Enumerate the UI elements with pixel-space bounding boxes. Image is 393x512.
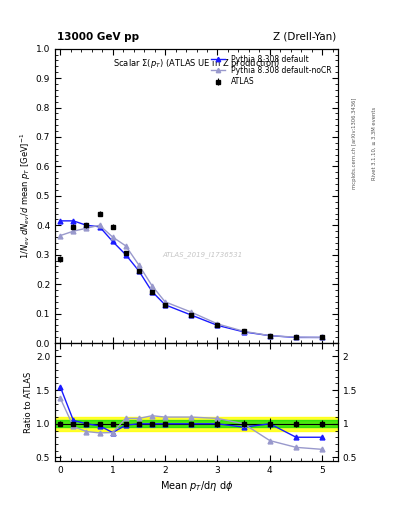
Pythia 8.308 default [136,268,141,274]
Text: mcplots.cern.ch [arXiv:1306.3436]: mcplots.cern.ch [arXiv:1306.3436] [352,98,357,189]
Pythia 8.308 default-noCR [215,321,220,327]
Line: Pythia 8.308 default: Pythia 8.308 default [58,219,325,340]
Pythia 8.308 default-noCR [136,262,141,268]
Bar [55,417,338,431]
Pythia 8.308 default [150,288,154,294]
Pythia 8.308 default-noCR [320,334,325,340]
Pythia 8.308 default [110,239,115,245]
Text: 13000 GeV pp: 13000 GeV pp [57,32,139,42]
Pythia 8.308 default [58,218,62,224]
Line: Pythia 8.308 default-noCR: Pythia 8.308 default-noCR [58,223,325,340]
Pythia 8.308 default [241,329,246,335]
Pythia 8.308 default [71,218,76,224]
Pythia 8.308 default-noCR [58,232,62,239]
Pythia 8.308 default-noCR [84,225,89,231]
Pythia 8.308 default-noCR [294,334,298,340]
Pythia 8.308 default-noCR [268,333,272,339]
Pythia 8.308 default [123,252,128,258]
Pythia 8.308 default-noCR [163,299,167,305]
Y-axis label: Ratio to ATLAS: Ratio to ATLAS [24,371,33,433]
Pythia 8.308 default [84,222,89,228]
Pythia 8.308 default [320,334,325,340]
Pythia 8.308 default-noCR [97,222,102,228]
Legend: Pythia 8.308 default, Pythia 8.308 default-noCR, ATLAS: Pythia 8.308 default, Pythia 8.308 defau… [209,52,334,89]
Pythia 8.308 default [189,312,194,318]
Pythia 8.308 default [294,334,298,340]
Text: ATLAS_2019_I1736531: ATLAS_2019_I1736531 [162,251,242,258]
Pythia 8.308 default-noCR [150,283,154,289]
Text: Rivet 3.1.10, ≥ 3.3M events: Rivet 3.1.10, ≥ 3.3M events [371,106,376,180]
Pythia 8.308 default-noCR [241,328,246,334]
Pythia 8.308 default [97,224,102,230]
Pythia 8.308 default [268,333,272,339]
Pythia 8.308 default [163,302,167,308]
Pythia 8.308 default-noCR [189,309,194,315]
Text: Z (Drell-Yan): Z (Drell-Yan) [273,32,336,42]
Text: Scalar $\Sigma(p_T)$ (ATLAS UE in Z production): Scalar $\Sigma(p_T)$ (ATLAS UE in Z prod… [113,57,280,71]
Pythia 8.308 default-noCR [110,234,115,240]
Pythia 8.308 default-noCR [123,243,128,249]
Y-axis label: $1/N_{ev}$ $dN_{ev}/d$ mean $p_T$ [GeV]$^{-1}$: $1/N_{ev}$ $dN_{ev}/d$ mean $p_T$ [GeV]$… [18,133,33,259]
Pythia 8.308 default [215,323,220,329]
Pythia 8.308 default-noCR [71,228,76,234]
X-axis label: Mean $p_T$/d$\eta$ d$\phi$: Mean $p_T$/d$\eta$ d$\phi$ [160,479,233,493]
Bar [55,420,338,427]
